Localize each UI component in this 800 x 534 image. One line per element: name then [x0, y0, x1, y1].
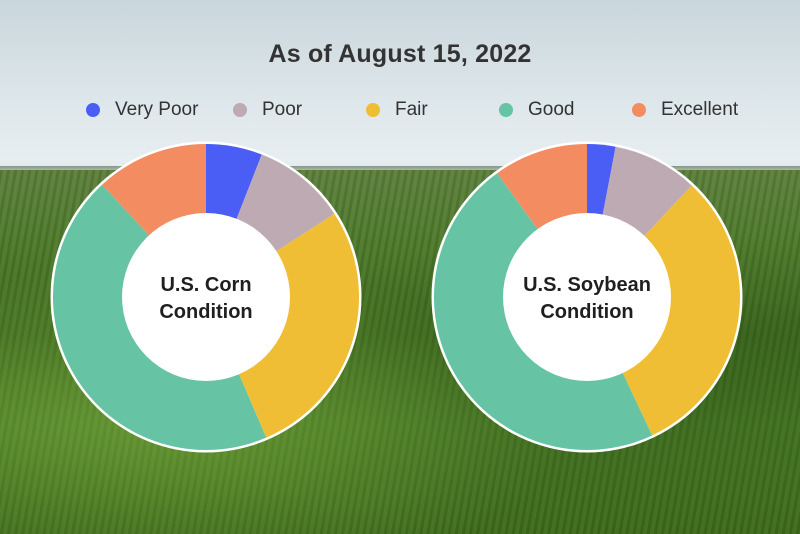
- legend-swatch-good: [499, 103, 513, 117]
- legend-item-excellent: Excellent: [632, 96, 738, 124]
- legend: Very Poor Poor Fair Good Excellent: [0, 96, 800, 124]
- legend-swatch-poor: [233, 103, 247, 117]
- corn-chart-title-line: U.S. Corn: [160, 274, 251, 296]
- legend-item-fair: Fair: [366, 96, 428, 124]
- soybean-chart-title: U.S. Soybean Condition: [523, 274, 651, 323]
- legend-item-good: Good: [499, 96, 574, 124]
- soybean-chart-title-line: Condition: [540, 301, 633, 323]
- legend-label-very-poor: Very Poor: [115, 99, 199, 120]
- soybean-chart-title-line: U.S. Soybean: [523, 274, 651, 296]
- legend-item-poor: Poor: [233, 96, 302, 124]
- soybean-chart-center: [503, 213, 671, 381]
- legend-swatch-very-poor: [86, 103, 100, 117]
- chart-title: As of August 15, 2022: [268, 40, 532, 68]
- corn-chart-center: [122, 213, 290, 381]
- legend-swatch-fair: [366, 103, 380, 117]
- legend-label-good: Good: [528, 99, 575, 120]
- corn-chart-title-line: Condition: [159, 301, 252, 323]
- legend-label-excellent: Excellent: [661, 99, 739, 120]
- legend-swatch-excellent: [632, 103, 646, 117]
- legend-label-poor: Poor: [262, 99, 303, 120]
- legend-item-very-poor: Very Poor: [86, 96, 198, 124]
- legend-label-fair: Fair: [395, 99, 428, 120]
- corn-chart-title: U.S. Corn Condition: [159, 274, 252, 323]
